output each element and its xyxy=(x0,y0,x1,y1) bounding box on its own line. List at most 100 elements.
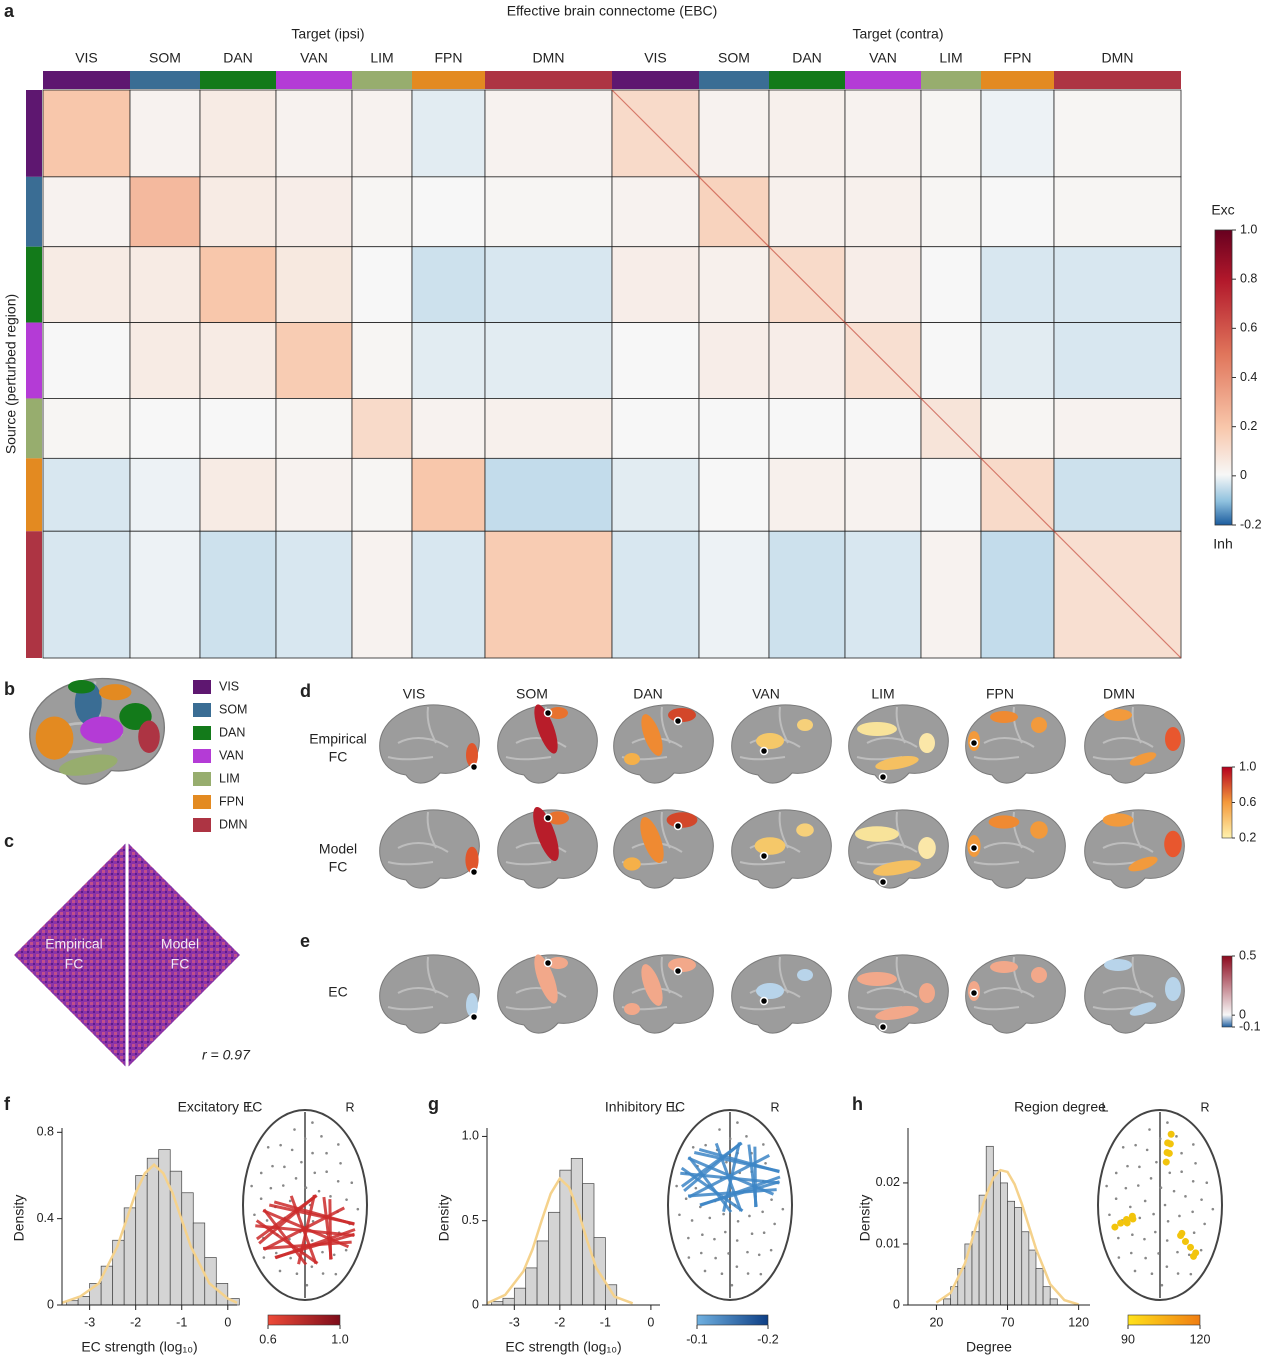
heatmap-cell xyxy=(351,246,413,323)
column-label: FPN xyxy=(986,686,1014,702)
node xyxy=(1200,1198,1203,1201)
node xyxy=(321,1250,324,1254)
colorbar-tick-label: -0.2 xyxy=(1240,517,1262,531)
network-bar xyxy=(612,71,699,89)
connection xyxy=(262,1240,352,1251)
node xyxy=(730,1283,734,1287)
diagonal xyxy=(611,89,1182,659)
y-tick-label: 0.02 xyxy=(876,1175,900,1189)
region xyxy=(919,983,935,1003)
region xyxy=(80,716,124,744)
fc-label: FC xyxy=(171,956,190,972)
legend-label: FPN xyxy=(219,794,244,808)
node xyxy=(1166,1219,1170,1223)
x-tick-label: -2 xyxy=(554,1315,565,1329)
node xyxy=(675,1184,678,1188)
node xyxy=(293,1128,296,1131)
fc-label: FC xyxy=(65,956,84,972)
heatmap-cell xyxy=(980,398,1055,459)
histogram-bar xyxy=(491,1301,504,1306)
heatmap-cell xyxy=(199,246,277,323)
node xyxy=(687,1256,691,1259)
node xyxy=(289,1256,292,1260)
cortex xyxy=(613,809,714,889)
node xyxy=(1158,1137,1162,1141)
region xyxy=(534,704,558,754)
histogram-bar xyxy=(204,1257,217,1306)
y-axis-label: Density xyxy=(11,1195,27,1242)
cortex xyxy=(379,954,480,1034)
node xyxy=(1117,1256,1121,1259)
node xyxy=(332,1253,336,1257)
sulcus xyxy=(387,956,449,1011)
colorbar xyxy=(267,1314,341,1326)
heatmap-cell xyxy=(129,246,201,323)
y-tick-label: 0.4 xyxy=(37,1211,54,1225)
heatmap-cell xyxy=(199,176,277,248)
node xyxy=(262,1256,266,1259)
region xyxy=(624,1003,640,1015)
node xyxy=(773,1222,776,1226)
node xyxy=(288,1199,292,1203)
heatmap-cell xyxy=(42,457,131,532)
node xyxy=(337,1143,340,1146)
colorbar-tick-label: -0.1 xyxy=(1239,1019,1261,1033)
node xyxy=(699,1251,703,1255)
x-tick-label: -1 xyxy=(176,1315,187,1329)
node xyxy=(746,1272,750,1275)
node xyxy=(1175,1135,1178,1138)
region xyxy=(797,969,813,981)
colorbar-tick-label: 0.6 xyxy=(259,1332,276,1346)
heatmap-cell xyxy=(920,89,982,178)
network-bar xyxy=(769,71,845,89)
seed xyxy=(673,716,683,726)
sulcus xyxy=(1092,706,1154,761)
colorbar-label: Exc xyxy=(1211,202,1234,218)
node xyxy=(283,1165,286,1169)
node xyxy=(311,1219,315,1223)
colorbar-tick-label: -0.2 xyxy=(757,1332,779,1346)
network-bar xyxy=(921,71,981,89)
brain-surface xyxy=(965,809,1066,889)
node xyxy=(1192,1143,1195,1146)
node xyxy=(727,1252,730,1255)
seed xyxy=(673,966,683,976)
region xyxy=(548,957,568,969)
colorbar-tick-label: 0.8 xyxy=(1240,271,1257,285)
heatmap-cell xyxy=(611,176,700,248)
seed xyxy=(969,988,979,998)
seed xyxy=(469,867,479,877)
region xyxy=(990,961,1018,973)
heatmap-cell xyxy=(199,457,277,532)
seed xyxy=(969,843,979,853)
heatmap-cell xyxy=(698,530,770,659)
colorbar-tick-label: 120 xyxy=(1190,1332,1211,1346)
histogram-bar xyxy=(536,1240,549,1306)
histogram-bar xyxy=(135,1175,148,1306)
heatmap-cell xyxy=(768,89,846,178)
cortex xyxy=(613,954,714,1034)
x-tick-label: -3 xyxy=(509,1315,520,1329)
region xyxy=(796,823,814,837)
node xyxy=(736,1219,740,1223)
region xyxy=(875,755,919,771)
heatmap-cell xyxy=(768,457,846,532)
histogram-bar xyxy=(1042,1286,1051,1306)
node xyxy=(1105,1184,1108,1188)
heatmap-cell xyxy=(411,398,486,459)
panel-c-diamond xyxy=(14,842,240,1068)
brain-surface xyxy=(379,809,480,889)
heatmap-cell xyxy=(351,89,413,178)
fc-label: Empirical xyxy=(45,936,103,952)
x-tick-label: 0 xyxy=(224,1315,231,1329)
seed xyxy=(469,1012,479,1022)
network-bar xyxy=(26,90,42,177)
node xyxy=(1176,1272,1180,1275)
sulcus xyxy=(1092,956,1154,1011)
node xyxy=(1150,1272,1154,1276)
node xyxy=(1180,1170,1183,1174)
node xyxy=(310,1239,314,1242)
histogram-bar xyxy=(992,1170,1001,1306)
heatmap-cell xyxy=(275,176,353,248)
brain-surface xyxy=(965,954,1066,1034)
